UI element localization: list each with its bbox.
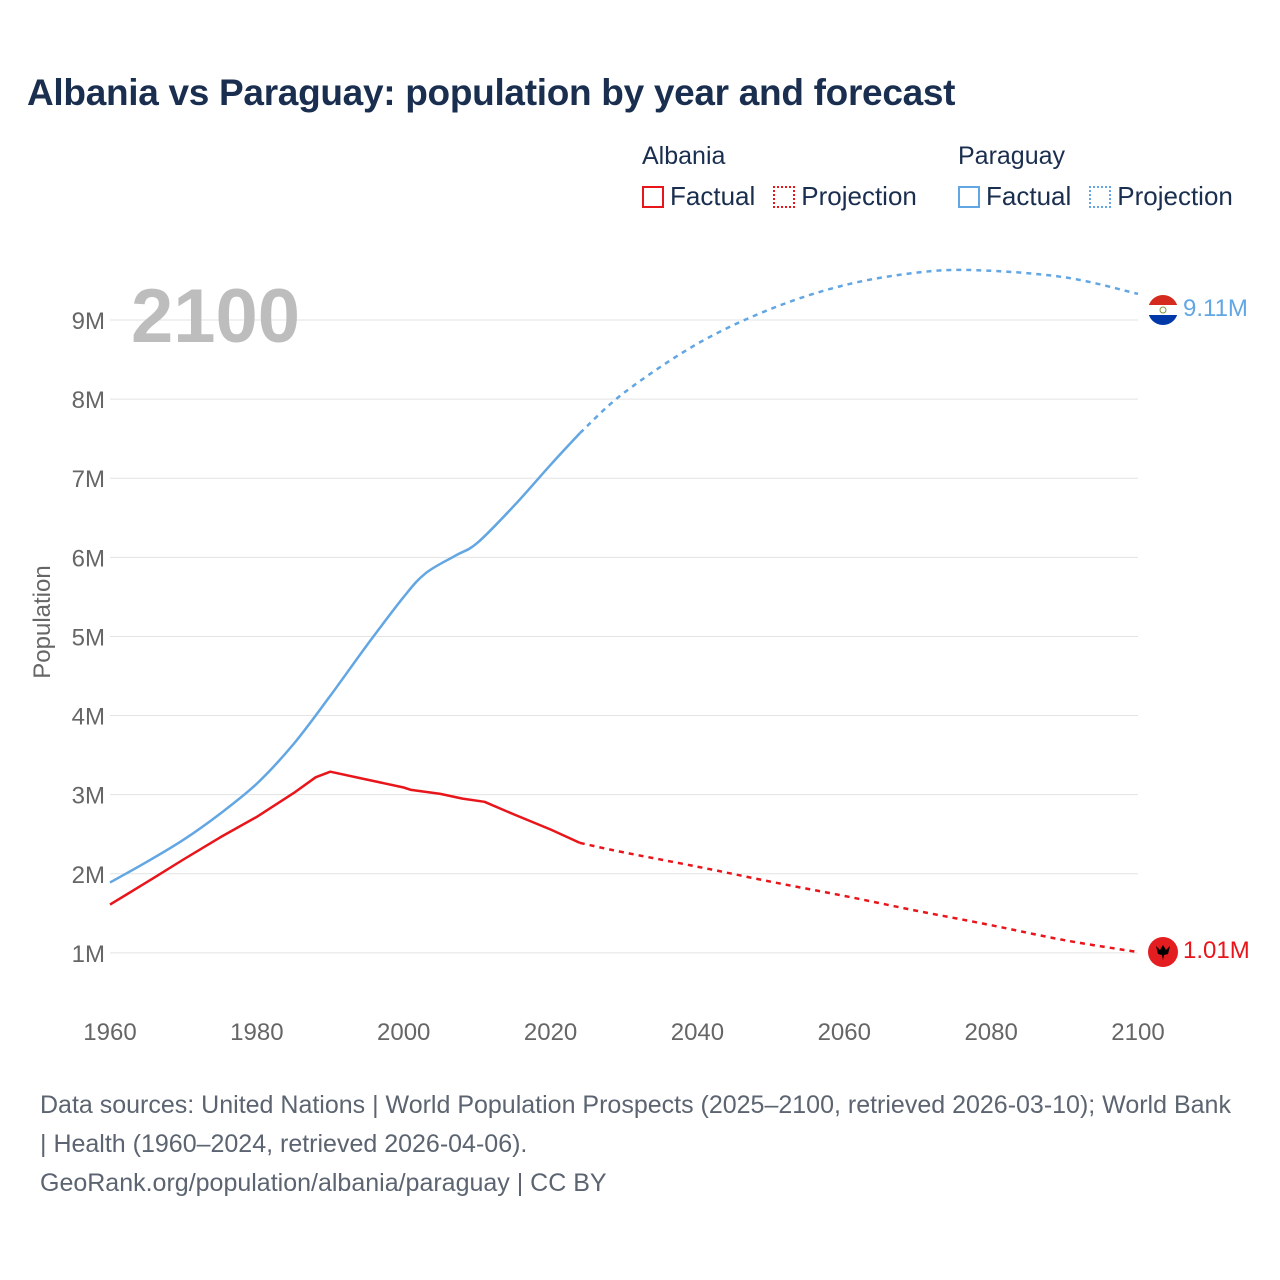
y-axis-label: Population [29, 565, 56, 678]
albania-end-label: 1.01M [1183, 937, 1250, 964]
x-tick-label: 1960 [83, 1019, 136, 1046]
albania-projection-line [579, 841, 1139, 954]
y-tick-label: 8M [72, 387, 105, 414]
paraguay-end-label: 9.11M [1183, 295, 1248, 322]
population-chart: 1M 2M 3M 4M 5M 6M 7M 8M 9M 1960 1980 2000 2020 2040 2… [29, 268, 1250, 1046]
source-note: Data sources: United Nations | World Pop… [40, 1086, 1240, 1203]
legend-albania-label: Albania [642, 142, 726, 170]
legend-albania-factual-label: Factual [670, 181, 756, 211]
x-tick-label: 2000 [377, 1019, 430, 1046]
series-end-markers: 9.11M 1.01M [1148, 295, 1250, 967]
legend-albania-factual[interactable]: Factual [642, 181, 755, 212]
legend-paraguay: Paraguay Factual Projection [958, 142, 1233, 212]
x-tick-label: 2100 [1111, 1019, 1164, 1046]
legend-paraguay-factual-label: Factual [986, 181, 1072, 211]
x-tick-label: 2040 [671, 1019, 724, 1046]
grid-lines [110, 319, 1138, 954]
albania-factual-line [109, 770, 581, 906]
y-tick-label: 6M [72, 545, 105, 572]
legend-albania-projection-label: Projection [801, 181, 917, 211]
y-axis-ticks: 1M 2M 3M 4M 5M 6M 7M 8M 9M [72, 308, 105, 968]
albania-projection-swatch [773, 185, 796, 208]
source-url[interactable]: GeoRank.org/population/albania/paraguay … [40, 1169, 607, 1197]
legend-paraguay-projection-label: Projection [1117, 181, 1233, 211]
paraguay-projection-swatch [1089, 185, 1112, 208]
x-tick-label: 2080 [964, 1019, 1017, 1046]
source-text: Data sources: United Nations | World Pop… [40, 1091, 1231, 1158]
y-tick-label: 2M [72, 862, 105, 889]
y-tick-label: 4M [72, 704, 105, 731]
y-tick-label: 9M [72, 308, 105, 335]
y-tick-label: 7M [72, 466, 105, 493]
paraguay-projection-line [579, 268, 1139, 435]
x-axis-ticks: 1960 1980 2000 2020 2040 2060 2080 2100 [83, 1019, 1164, 1046]
legend-albania: Albania Factual Projection [642, 142, 917, 212]
chart-title: Albania vs Paraguay: population by year … [27, 72, 956, 113]
albania-factual-swatch [642, 185, 664, 208]
y-tick-label: 3M [72, 783, 105, 810]
paraguay-factual-line [109, 432, 581, 884]
x-tick-label: 1980 [230, 1019, 283, 1046]
series-lines [109, 268, 1139, 954]
y-tick-label: 1M [72, 941, 105, 968]
legend-paraguay-label: Paraguay [958, 142, 1066, 170]
year-marker: 2100 [131, 274, 300, 359]
x-tick-label: 2020 [524, 1019, 577, 1046]
albania-flag-icon [1148, 937, 1178, 967]
legend-paraguay-projection[interactable]: Projection [1089, 181, 1233, 212]
paraguay-flag-icon [1148, 295, 1178, 325]
x-tick-label: 2060 [818, 1019, 871, 1046]
legend-paraguay-factual[interactable]: Factual [958, 181, 1071, 212]
legend-albania-projection[interactable]: Projection [773, 181, 917, 212]
paraguay-factual-swatch [958, 185, 980, 208]
y-tick-label: 5M [72, 624, 105, 651]
